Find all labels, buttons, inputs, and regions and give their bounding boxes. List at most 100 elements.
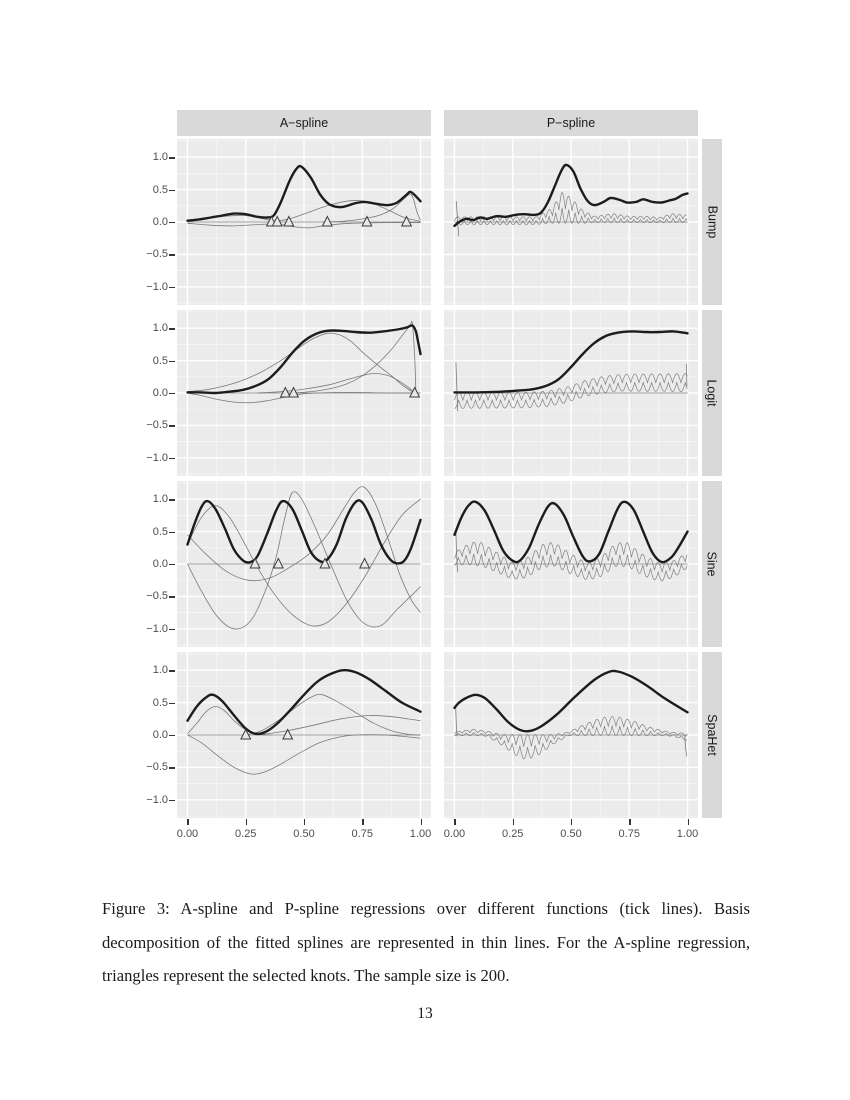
fit-curve [453, 500, 689, 564]
knot-triangle [249, 557, 261, 569]
y-tick-mark [169, 286, 175, 289]
facet-row-label: Bump [705, 205, 719, 239]
y-tick-label: −1.0 [146, 622, 168, 635]
knot-triangle [240, 728, 252, 740]
x-tick-label: 0.00 [443, 828, 466, 840]
x-tick-mark [245, 819, 248, 825]
basis-curve [187, 391, 421, 404]
x-tick-label: 0.50 [560, 828, 582, 840]
basis-chain-lower [454, 381, 688, 409]
fit-curve [186, 668, 422, 736]
x-tick-label: 1.00 [409, 828, 432, 840]
x-tick-label: 0.50 [293, 828, 315, 840]
y-tick-mark [169, 360, 175, 362]
y-tick-mark [169, 596, 175, 598]
y-tick-label: 0.0 [152, 558, 168, 570]
y-tick-mark [169, 628, 175, 631]
facet-row-strip-Logit: Logit [702, 310, 722, 476]
facet-row-strip-SpaHet: SpaHet [702, 652, 722, 818]
knot-triangle [409, 386, 421, 398]
facet-col-label: P−spline [546, 116, 596, 130]
x-tick-label: 0.00 [176, 828, 199, 840]
x-tick-label: 0.25 [235, 828, 257, 840]
y-tick-label: 1.0 [152, 664, 168, 677]
y-tick-mark [169, 735, 175, 737]
x-tick-label: 0.25 [502, 828, 524, 840]
y-tick-mark [169, 457, 175, 460]
y-tick-label: 0.0 [152, 216, 168, 228]
figure-caption: Figure 3: A-spline and P-spline regressi… [102, 899, 750, 985]
x-tick-mark [512, 819, 515, 825]
y-tick-mark [169, 425, 175, 427]
basis-curve [455, 362, 459, 412]
panel-bump-pspline [444, 139, 698, 305]
y-tick-label: 0.5 [152, 354, 168, 367]
y-tick-label: −1.0 [146, 793, 168, 806]
panel-sine-aspline [177, 481, 431, 647]
y-tick-label: −1.0 [146, 280, 168, 293]
x-tick-label: 1.00 [676, 828, 699, 840]
y-tick-label: 1.0 [152, 151, 168, 164]
y-tick-mark [169, 157, 175, 159]
x-tick-mark [454, 819, 456, 825]
basis-chain-lower [454, 207, 688, 225]
y-tick-label: 1.0 [152, 493, 168, 506]
knot-triangle [272, 557, 284, 569]
y-tick-mark [169, 799, 175, 802]
knot-triangle [319, 557, 331, 569]
panel-logit-aspline [177, 310, 431, 476]
facet-col-label: A−spline [279, 116, 329, 130]
facet-col-strip-Aspline: A−spline [177, 110, 431, 136]
panel-bump-aspline [177, 139, 431, 305]
y-tick-mark [169, 222, 175, 224]
y-tick-label: −0.5 [146, 248, 168, 261]
panel-logit-pspline [444, 310, 698, 476]
knot-triangle [271, 215, 283, 227]
knot-triangle [283, 215, 295, 227]
y-tick-label: 0.0 [152, 729, 168, 741]
y-tick-mark [169, 564, 175, 566]
basis-curve [187, 491, 421, 630]
basis-curve [455, 707, 458, 737]
basis-curve [187, 498, 421, 627]
fit-curve [186, 324, 422, 395]
basis-curve [322, 193, 421, 223]
basis-curve [455, 532, 458, 572]
fit-curve [453, 669, 689, 733]
fit-curve [186, 164, 422, 222]
y-tick-mark [169, 670, 175, 672]
y-tick-mark [169, 767, 175, 769]
facet-row-label: SpaHet [705, 714, 720, 756]
facet-row-strip-Bump: Bump [702, 139, 722, 305]
basis-curve [456, 201, 460, 237]
basis-curve [257, 715, 421, 736]
facet-row-label: Logit [705, 379, 720, 407]
page-number: 13 [417, 1005, 433, 1022]
facet-row-label: Sine [705, 551, 719, 577]
basis-curve [245, 693, 421, 736]
x-tick-mark [420, 819, 422, 825]
x-tick-mark [629, 819, 631, 825]
knot-triangle [400, 215, 413, 227]
y-tick-mark [169, 254, 175, 256]
knot-triangle [279, 386, 291, 398]
panel-spahet-pspline [444, 652, 698, 818]
y-tick-label: −0.5 [146, 590, 168, 603]
y-tick-label: 0.0 [152, 387, 168, 399]
basis-chain-lower [454, 553, 688, 582]
basis-chain-upper [454, 716, 688, 747]
fit-curve [453, 163, 689, 228]
fit-curve [186, 499, 422, 565]
figure-3-plot: A−spline P−spline Bump Logit Sine SpaHet 1.0 0.… [140, 105, 735, 850]
knot-triangle [282, 728, 294, 740]
y-tick-label: 0.5 [152, 525, 168, 538]
x-tick-mark [687, 819, 689, 825]
basis-chain-lower [454, 724, 688, 760]
knot-triangle [321, 215, 333, 227]
y-tick-mark [169, 189, 175, 191]
y-tick-mark [169, 328, 175, 330]
panel-sine-pspline [444, 481, 698, 647]
knot-triangle [287, 386, 300, 398]
x-tick-mark [362, 819, 364, 825]
x-tick-label: 0.75 [351, 828, 373, 840]
